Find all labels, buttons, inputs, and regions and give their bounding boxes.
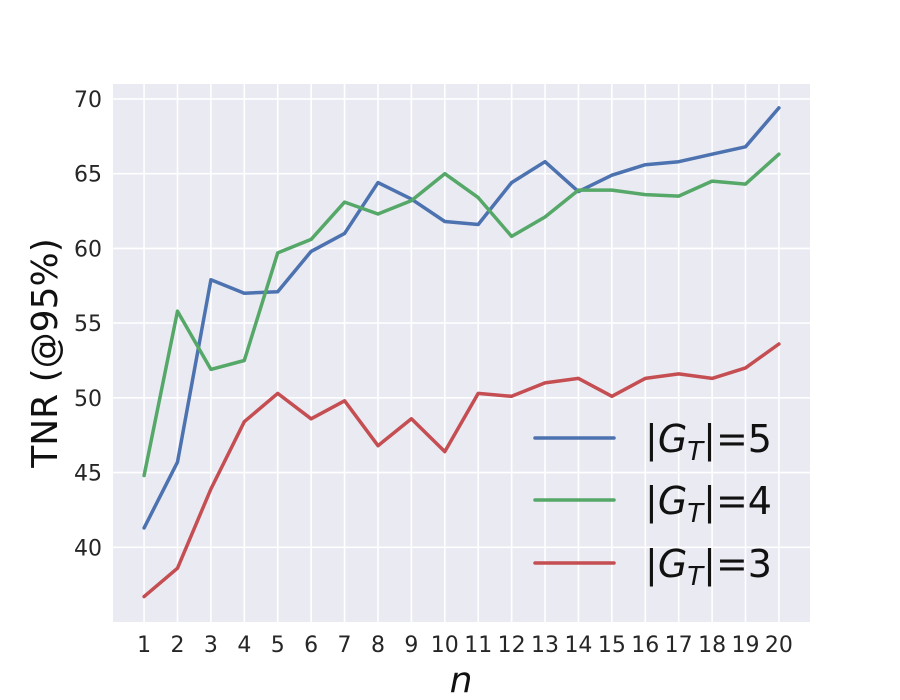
x-tick-label: 18 <box>698 633 726 658</box>
x-tick-label: 5 <box>271 633 285 658</box>
x-axis-label: n <box>450 660 473 700</box>
series-line-2 <box>142 152 781 478</box>
x-tick-label: 13 <box>531 633 559 658</box>
x-tick-label: 3 <box>204 633 218 658</box>
series-line-1 <box>142 106 781 530</box>
legend: |GT|=5 |GT|=4 |GT|=3 <box>533 417 772 592</box>
x-tick-label: 6 <box>304 633 318 658</box>
tick-labels: 1 2 3 4 5 6 7 8 9 10 11 12 13 14 15 16 17 18 19 20404550556… <box>74 88 793 658</box>
x-tick-label: 2 <box>170 633 184 658</box>
y-tick-label: 40 <box>74 536 102 561</box>
x-tick-label: 11 <box>464 633 492 658</box>
x-tick-label: 20 <box>765 633 793 658</box>
series-line-3 <box>142 342 781 599</box>
y-tick-label: 60 <box>74 237 102 262</box>
y-tick-label: 50 <box>74 387 102 412</box>
y-tick-label: 55 <box>74 312 102 337</box>
x-tick-label: 17 <box>665 633 693 658</box>
x-tick-label: 14 <box>564 633 592 658</box>
y-axis-label: TNR (@95%) <box>25 238 66 468</box>
x-tick-label: 10 <box>431 633 459 658</box>
x-tick-label: 4 <box>237 633 251 658</box>
x-tick-label: 15 <box>598 633 626 658</box>
x-tick-label: 8 <box>371 633 385 658</box>
legend-label: |GT|=5 <box>645 417 772 467</box>
x-tick-label: 7 <box>338 633 352 658</box>
x-tick-label: 16 <box>631 633 659 658</box>
y-tick-label: 65 <box>74 163 102 188</box>
series-layer <box>142 106 781 599</box>
x-tick-label: 19 <box>732 633 760 658</box>
grid <box>113 84 810 622</box>
y-tick-label: 70 <box>74 88 102 113</box>
x-tick-label: 12 <box>498 633 526 658</box>
x-tick-label: 9 <box>404 633 418 658</box>
legend-label: |GT|=3 <box>645 542 772 592</box>
y-tick-label: 45 <box>74 462 102 487</box>
legend-label: |GT|=4 <box>645 479 772 529</box>
x-tick-label: 1 <box>137 633 151 658</box>
